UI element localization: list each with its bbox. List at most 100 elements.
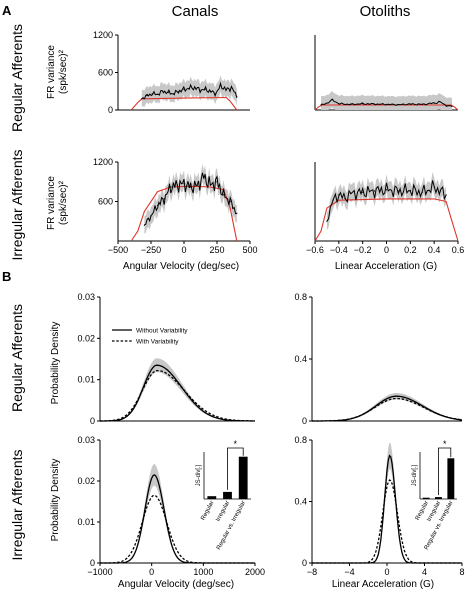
data-point	[397, 190, 399, 192]
model-curve	[130, 96, 238, 111]
xlabel-b-canals: Angular Velocity (deg/sec)	[118, 579, 234, 590]
data-point	[157, 93, 159, 95]
variance-band	[321, 90, 452, 110]
y-tick-label: 0.03	[77, 435, 95, 445]
x-tick-label: −0.6	[306, 245, 324, 255]
data-point	[204, 88, 206, 90]
x-tick-label: −4	[344, 567, 354, 577]
data-point	[350, 103, 352, 105]
ylabel-a-irregular: FR variance (spk/sec)²	[46, 176, 69, 230]
data-point	[151, 93, 153, 95]
row-title-b-regular: Regular Afferents	[9, 304, 25, 412]
data-point	[236, 95, 238, 97]
data-point	[350, 193, 352, 195]
inset-category-label: Irregular	[215, 500, 231, 523]
variance-band	[141, 75, 237, 108]
inset-category-label: Regular	[200, 500, 215, 521]
y-tick-label: 0	[302, 416, 307, 426]
x-tick-label: 8	[459, 567, 464, 577]
data-point	[190, 186, 192, 188]
ylabel-b-irregular: Probability Density	[50, 459, 61, 542]
significance-star: *	[443, 439, 447, 449]
axes-A-otoliths-irregular: −0.6 −0.4 −0.2 0 0.2 0.4 0.6	[306, 162, 464, 255]
data-point	[439, 190, 441, 192]
density-band	[100, 358, 255, 421]
ylabel-a-irregular-line2: (spk/sec)²	[58, 180, 69, 225]
data-point	[209, 184, 211, 186]
y-tick-label: 0.4	[294, 497, 307, 507]
data-point	[170, 186, 172, 188]
density-band	[312, 393, 462, 421]
density-with-variability	[100, 494, 255, 564]
x-tick-label: 0	[384, 567, 389, 577]
row-title-a-irregular: Irregular Afferents	[9, 149, 25, 260]
data-point	[445, 194, 447, 196]
data-point	[209, 90, 211, 92]
x-tick-label: 250	[209, 245, 224, 255]
data-point	[374, 190, 376, 192]
y-tick-label: 0.4	[294, 354, 307, 364]
x-tick-label: 0.2	[404, 245, 417, 255]
data-point	[183, 183, 185, 185]
data-point	[433, 186, 435, 188]
significance-bracket	[438, 447, 452, 496]
y-tick-label: 600	[98, 197, 113, 207]
data-point	[362, 103, 364, 105]
x-tick-label: 1000	[193, 567, 213, 577]
data-point	[162, 90, 164, 92]
x-tick-label: 4	[422, 567, 427, 577]
legend-dashed-label: With Variability	[136, 339, 179, 346]
panel-letter-a: A	[2, 3, 12, 18]
axes-B-canals-irregular: 00.010.020.03−1000 0 1000 2000	[77, 435, 265, 577]
y-tick-label: 0.01	[77, 375, 95, 385]
y-tick-label: 1200	[93, 30, 113, 40]
density-with-variability	[312, 397, 463, 422]
data-point	[338, 103, 340, 105]
x-tick-label: 0	[181, 245, 186, 255]
density-without-variability	[100, 364, 255, 422]
x-tick-label: 0.4	[428, 245, 441, 255]
density-without-variability	[312, 454, 462, 564]
data-point	[215, 93, 217, 95]
data-point	[203, 175, 205, 178]
data-point	[326, 102, 328, 104]
data-point	[199, 89, 201, 91]
data-point	[167, 91, 169, 94]
data-point	[439, 101, 441, 103]
y-tick-label: 0.01	[77, 517, 95, 527]
legend: Without Variability With Variability	[112, 328, 188, 346]
data-point	[188, 87, 190, 89]
data-point	[409, 189, 411, 191]
data-point	[320, 104, 322, 106]
data-point	[362, 191, 364, 193]
inset-category-label: Regular vs. Irregular	[216, 500, 247, 551]
data-point	[451, 105, 453, 107]
inset-bar	[238, 456, 248, 499]
data-point	[338, 194, 340, 196]
data-point	[220, 85, 222, 87]
x-tick-label: 500	[242, 245, 257, 255]
data-point	[146, 95, 148, 97]
legend-solid-label: Without Variability	[136, 328, 188, 335]
panel-letter-b: B	[2, 269, 11, 284]
column-title-otoliths: Otoliths	[360, 3, 411, 20]
x-tick-label: 2000	[245, 567, 265, 577]
data-point	[445, 105, 447, 107]
x-tick-label: −250	[141, 245, 161, 255]
xlabel-a-otoliths: Linear Acceleration (G)	[335, 261, 437, 272]
y-tick-label: 0.03	[77, 292, 95, 302]
inset-bar	[207, 496, 217, 499]
x-tick-label: 0.6	[452, 245, 465, 255]
data-point	[397, 104, 399, 106]
x-tick-label: 0	[149, 567, 154, 577]
x-tick-label: 0	[384, 245, 389, 255]
data-point	[344, 197, 346, 199]
data-point	[223, 194, 225, 196]
variance-band	[326, 171, 447, 230]
data-point	[141, 98, 143, 100]
ylabel-a-regular-line2: (spk/sec)²	[58, 49, 69, 94]
axes-A-canals-irregular: 600 1200 −500 −250 0 250 500	[93, 157, 258, 255]
